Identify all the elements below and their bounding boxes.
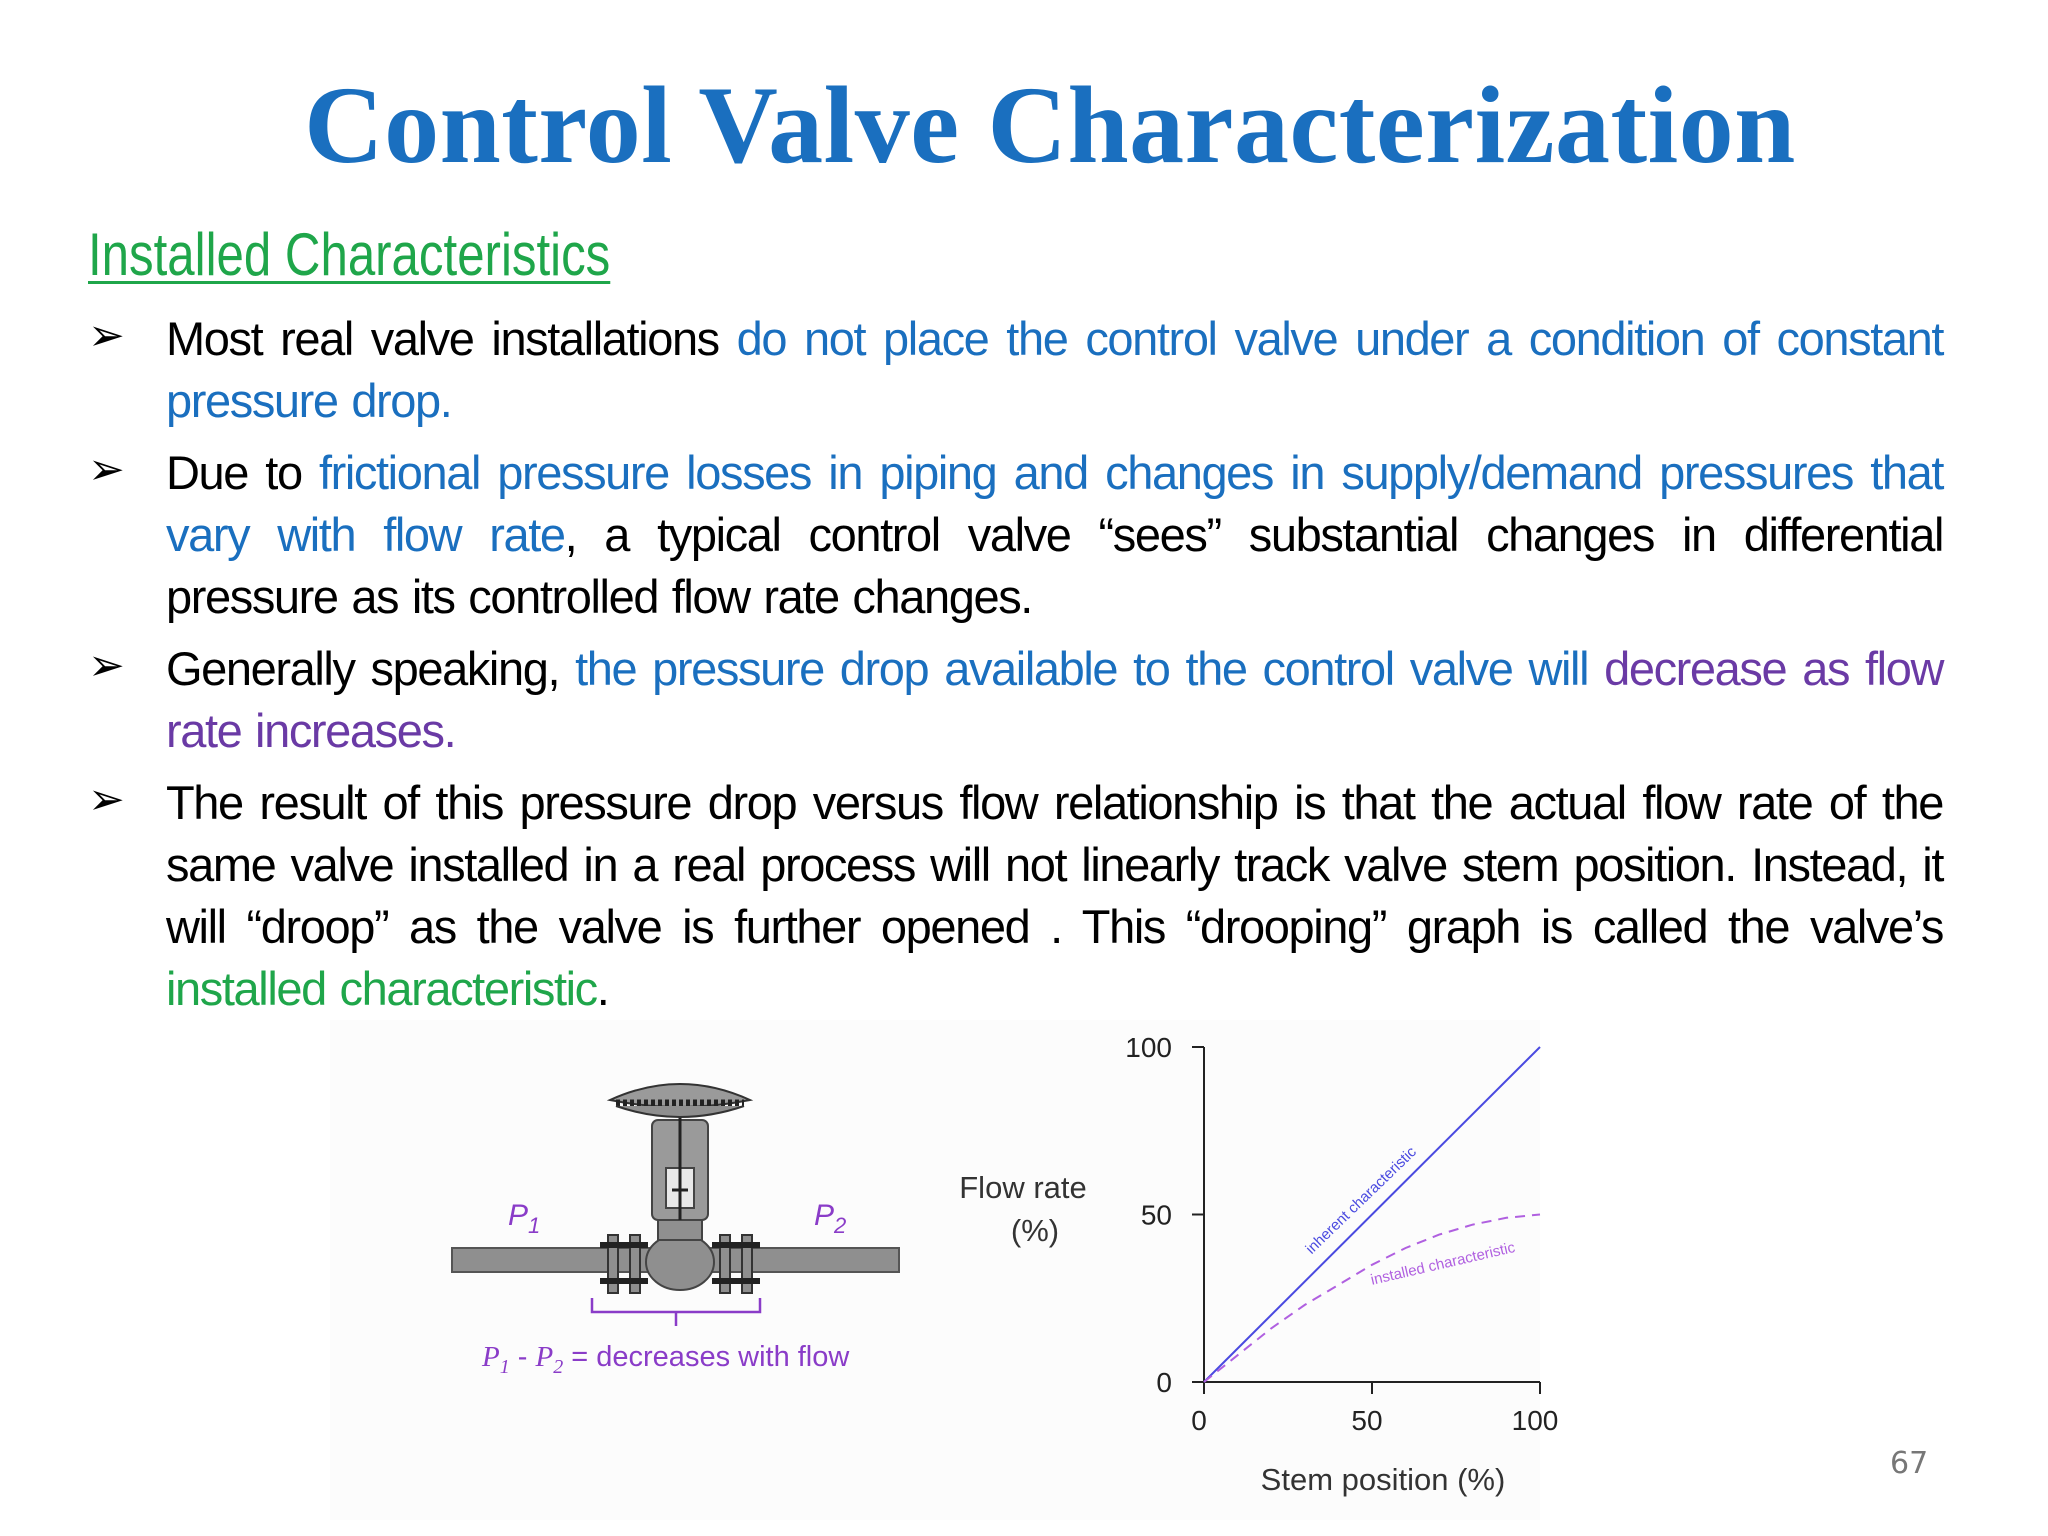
bullet-text-segment: Due to (166, 446, 319, 499)
bullet-text-segment: , a typical control valve “sees” substan… (166, 508, 1944, 623)
bullet-text-segment: The result of this pressure drop versus … (166, 776, 1944, 953)
arrow-bullet-icon: ➢ (88, 444, 125, 495)
bullet-item: ➢ Due to frictional pressure losses in pi… (88, 442, 1944, 628)
bullet-text: Generally speaking, the pressure drop av… (166, 638, 1944, 762)
pressure-drop-bracket (590, 1298, 762, 1326)
y-tick-label: 50 (1141, 1200, 1172, 1231)
flange-left-bolts-bottom (600, 1278, 648, 1284)
series-label-installed: installed characteristic (1369, 1239, 1517, 1289)
arrow-bullet-icon: ➢ (88, 310, 125, 361)
valve-body (645, 1233, 715, 1291)
flange-right-bolts-bottom (712, 1278, 760, 1284)
series-label-inherent: inherent characteristic (1302, 1143, 1420, 1258)
y-tick-label: 100 (1125, 1032, 1172, 1063)
arrow-bullet-icon: ➢ (88, 640, 125, 691)
p1-label: P1 (508, 1199, 540, 1238)
valve-diagram: P1 P2 P1 - P2 = decreases with flow (451, 1083, 900, 1378)
bullet-text-segment: Most real valve installations (166, 312, 737, 365)
bullet-text-segment: frictional pressure losses in piping and… (166, 446, 1944, 561)
flange-right-inner (719, 1234, 731, 1294)
slide-title: Control Valve Characterization (304, 64, 1796, 186)
bullet-text-segment: decrease as flow rate increases. (166, 642, 1944, 757)
x-tick-label: 100 (1512, 1405, 1559, 1436)
pressure-drop-caption: P1 - P2 = decreases with flow (481, 1341, 850, 1378)
flow-characteristic-chart: 0 50 100 0 50 100 Flow rate (%) Stem position (%… (959, 1032, 1559, 1497)
bullet-text: Most real valve installations do not pla… (166, 308, 1944, 432)
x-axis-label: Stem position (%) (1261, 1462, 1506, 1497)
bullet-list: ➢ Most real valve installations do not pl… (88, 308, 1944, 1030)
arrow-bullet-icon: ➢ (88, 774, 125, 825)
x-tick-label: 0 (1191, 1405, 1207, 1436)
y-tick-label: 0 (1156, 1367, 1172, 1398)
bullet-item: ➢ Most real valve installations do not pl… (88, 308, 1944, 432)
flange-left-outer (607, 1234, 619, 1294)
page-number: 67 (1890, 1446, 1929, 1481)
series-line-inherent (1203, 1046, 1541, 1383)
bullet-text-segment: installed characteristic (166, 962, 598, 1015)
bullet-text: Due to frictional pressure losses in pip… (166, 442, 1944, 628)
y-axis-label-line1: Flow rate (959, 1170, 1086, 1205)
section-heading: Installed Characteristics (88, 221, 611, 288)
flange-right-outer (741, 1234, 753, 1294)
series-line-installed (1203, 1213, 1541, 1383)
valve-bonnet (657, 1217, 703, 1241)
flange-right-bolts (712, 1242, 760, 1248)
bullet-text-segment: Generally speaking, (166, 642, 576, 695)
p2-label: P2 (814, 1199, 846, 1238)
actuator-lower (615, 1105, 745, 1118)
x-tick-label: 50 (1351, 1405, 1382, 1436)
bullet-item: ➢ Generally speaking, the pressure drop a… (88, 638, 1944, 762)
y-axis-label-line2: (%) (1011, 1213, 1059, 1248)
bullet-text: The result of this pressure drop versus … (166, 772, 1944, 1020)
bullet-text-segment: do not place the control valve under a c… (166, 312, 1944, 427)
bullet-item: ➢ The result of this pressure drop versus… (88, 772, 1944, 1020)
flange-left-bolts (600, 1242, 648, 1248)
bullet-text-segment: . (596, 962, 610, 1015)
flange-left-inner (629, 1234, 641, 1294)
bullet-text-segment: the pressure drop available to the contr… (575, 642, 1605, 695)
